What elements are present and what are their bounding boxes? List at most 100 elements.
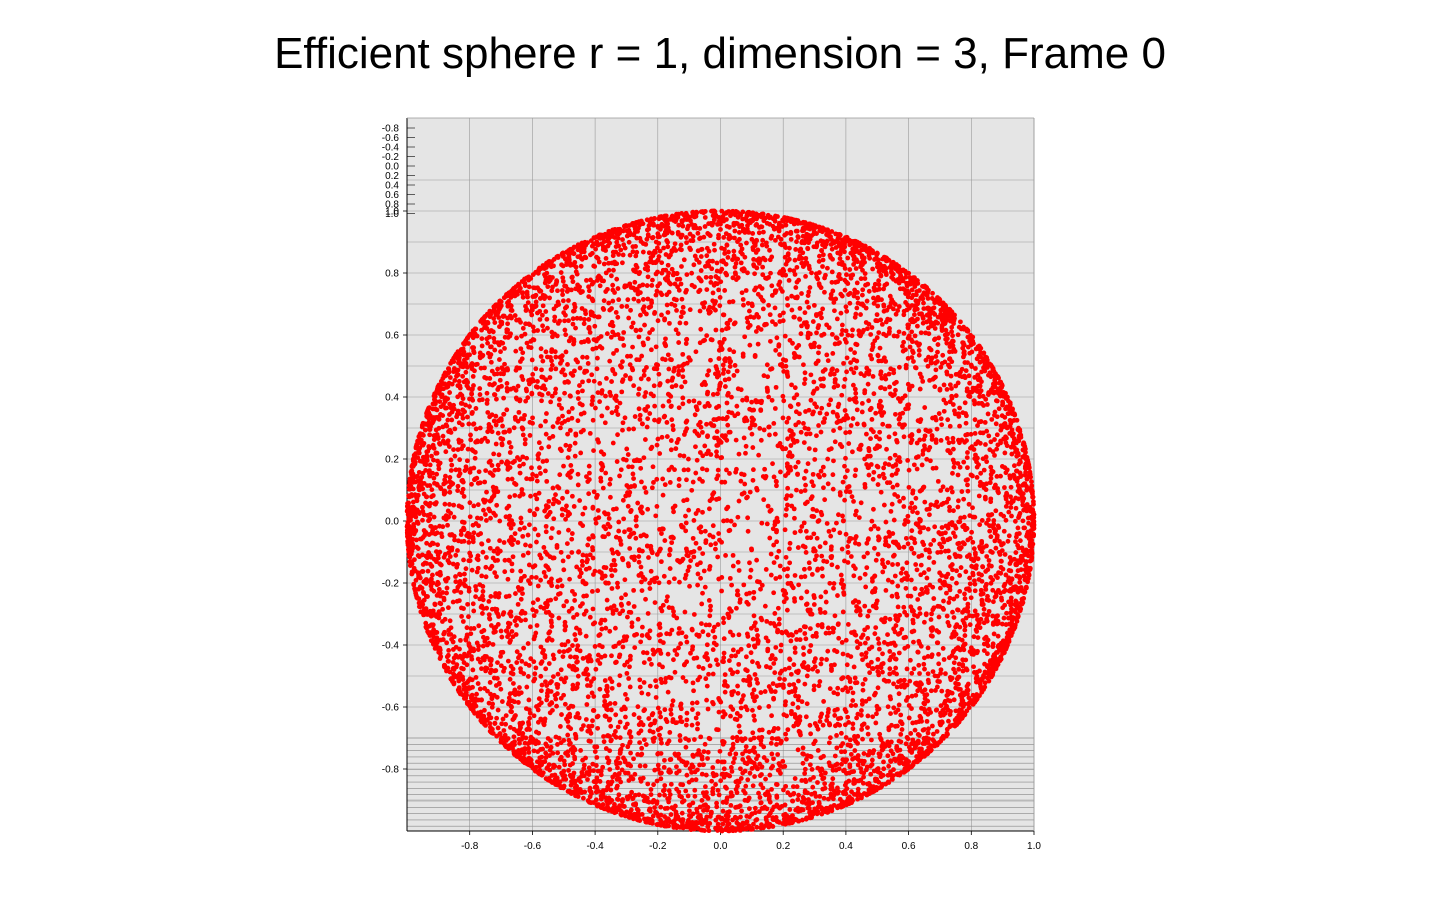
scatter-point [615,755,621,761]
scatter-point [641,304,647,310]
scatter-point [835,622,841,627]
scatter-point [775,726,781,731]
scatter-point [704,467,710,473]
scatter-point [594,355,600,361]
scatter-point [1008,484,1014,490]
scatter-point [917,592,923,597]
scatter-point [843,637,849,643]
scatter-point [772,689,778,695]
scatter-point [496,306,502,312]
scatter-point [539,312,545,318]
scatter-point [591,378,597,384]
scatter-point [706,598,712,603]
scatter-point [738,776,744,781]
scatter-point [954,622,960,627]
scatter-point [807,566,812,571]
scatter-point [742,481,748,487]
scatter-point [436,586,442,592]
scatter-point [681,498,687,504]
scatter-point [806,289,812,295]
scatter-point [804,431,809,437]
scatter-point [953,655,959,661]
scatter-point [682,609,688,615]
y-tick-label: 1.0 [385,207,399,218]
scatter-point [527,715,533,721]
scatter-point [494,502,500,508]
scatter-point [715,473,721,479]
scatter-point [717,748,723,754]
scatter-point [715,622,721,627]
scatter-point [644,217,650,223]
scatter-point [718,455,724,461]
scatter-point [888,758,893,764]
scatter-point [1001,615,1007,621]
scatter-point [549,576,554,582]
scatter-point [525,300,531,305]
scatter-point [707,506,712,512]
scatter-point [783,731,789,737]
scatter-point [550,674,556,680]
scatter-point [708,357,713,363]
scatter-point [943,671,948,677]
scatter-point [792,650,798,655]
scatter-point [796,256,802,262]
scatter-point [774,483,779,489]
scatter-point [789,503,795,509]
scatter-point [537,465,542,471]
scatter-point [622,529,627,535]
scatter-point [659,260,665,266]
scatter-point [823,599,829,605]
scatter-point [823,589,829,595]
scatter-point [908,577,914,583]
scatter-point [1025,579,1030,585]
scatter-point [851,370,857,376]
scatter-point [818,376,824,382]
scatter-point [683,722,689,728]
scatter-point [538,577,543,583]
scatter-point [901,761,907,767]
scatter-point [431,457,436,463]
scatter-point [825,648,831,654]
scatter-point [444,585,450,591]
scatter-point [569,405,575,411]
scatter-point [825,625,831,631]
scatter-point [937,301,943,307]
scatter-point [693,213,699,219]
scatter-point [696,748,702,753]
scatter-point [444,640,450,646]
scatter-point [615,765,620,771]
scatter-point [751,407,757,413]
scatter-point [964,438,969,443]
scatter-point [813,271,819,277]
scatter-point [861,421,867,427]
scatter-point [778,642,784,648]
scatter-point [861,751,867,756]
scatter-point [559,406,565,411]
scatter-point [941,657,947,662]
x-tick-label: -0.8 [461,841,479,852]
scatter-point [785,502,790,508]
scatter-point [679,264,684,269]
scatter-point [895,308,901,313]
scatter-point [783,736,789,742]
scatter-point [610,234,615,239]
scatter-point [895,604,901,610]
scatter-point [683,429,688,434]
scatter-point [576,715,582,721]
scatter-point [636,386,642,392]
scatter-point [549,624,555,629]
scatter-point [708,452,714,457]
scatter-point [856,328,862,334]
scatter-point [817,606,823,612]
scatter-point [977,394,983,399]
scatter-point [648,347,654,353]
scatter-point [544,697,550,703]
scatter-point [894,744,900,749]
scatter-point [807,285,813,290]
scatter-point [811,302,817,308]
scatter-point [479,666,484,672]
scatter-point [842,265,848,271]
scatter-point [722,377,728,383]
scatter-point [615,432,620,438]
